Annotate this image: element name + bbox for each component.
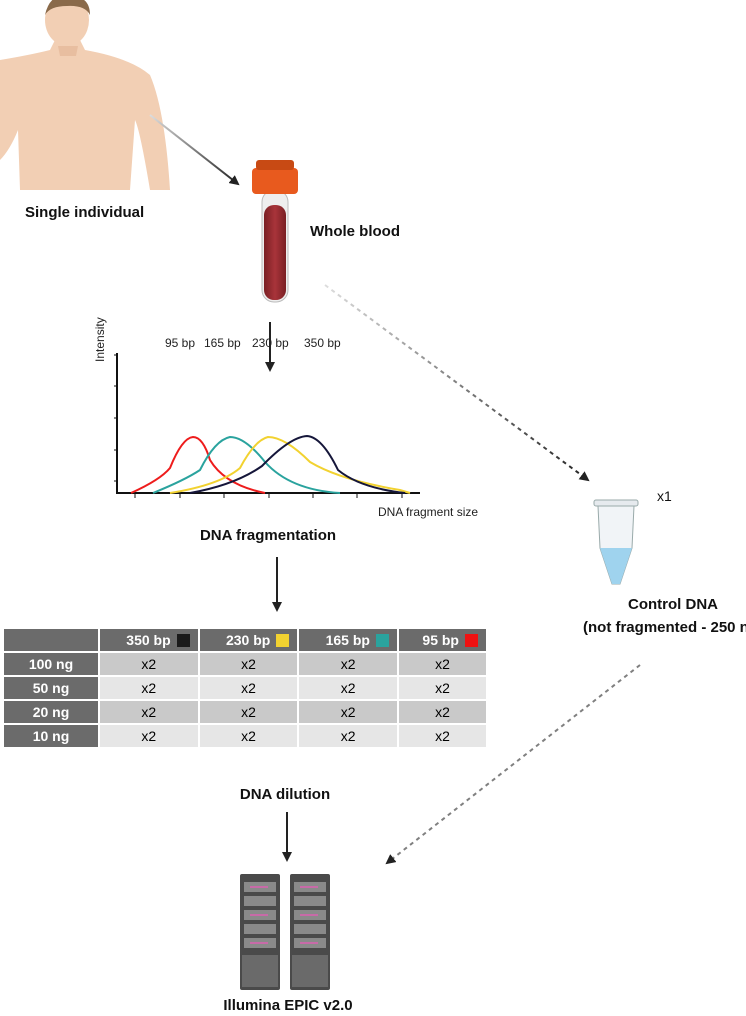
table-row: 50 ng x2 x2 x2 x2 <box>4 677 486 699</box>
table-cell: x2 <box>199 677 298 699</box>
color-swatch <box>465 634 478 647</box>
row-header: 100 ng <box>4 653 98 675</box>
column-header: 95 bp <box>398 629 486 651</box>
table-row: 10 ng x2 x2 x2 x2 <box>4 725 486 747</box>
table-cell: x2 <box>100 701 198 723</box>
series-label-95bp: 95 bp <box>165 336 195 350</box>
table-row: 100 ng x2 x2 x2 x2 <box>4 653 486 675</box>
series-165bp-curve <box>152 435 341 494</box>
sequencer-icon <box>240 874 330 990</box>
person-illustration <box>0 0 170 190</box>
table-cell: x2 <box>398 677 486 699</box>
table-cell: x2 <box>398 725 486 747</box>
individual-label: Single individual <box>25 204 145 221</box>
table-header-row: 350 bp 230 bp 165 bp 95 bp <box>4 629 486 651</box>
series-350bp-curve <box>189 434 406 494</box>
table-cell: x2 <box>299 677 397 699</box>
fragment-size-chart: 95 bp 165 bp 230 bp 350 bp Intensity DNA… <box>93 317 478 519</box>
dilution-label: DNA dilution <box>239 786 331 803</box>
series-label-230bp: 230 bp <box>252 336 289 350</box>
column-label: 230 bp <box>225 632 271 648</box>
platform-label: Illumina EPIC v2.0 <box>223 997 353 1014</box>
control-title: Control DNA <box>628 596 718 613</box>
table-cell: x2 <box>299 725 397 747</box>
row-header: 50 ng <box>4 677 98 699</box>
table-corner <box>4 629 98 651</box>
table-cell: x2 <box>299 653 397 675</box>
column-header: 230 bp <box>199 629 298 651</box>
control-count: x1 <box>657 488 672 504</box>
table-cell: x2 <box>299 701 397 723</box>
column-header: 165 bp <box>299 629 397 651</box>
table-cell: x2 <box>100 677 198 699</box>
row-header: 20 ng <box>4 701 98 723</box>
table-cell: x2 <box>199 725 298 747</box>
blood-label: Whole blood <box>310 223 400 240</box>
color-swatch <box>276 634 290 647</box>
table-cell: x2 <box>398 653 486 675</box>
column-label: 95 bp <box>422 632 459 648</box>
dilution-table: 350 bp 230 bp 165 bp 95 bp 100 ng x2 x2 … <box>2 627 488 749</box>
fragmentation-label: DNA fragmentation <box>199 527 337 544</box>
table-row: 20 ng x2 x2 x2 x2 <box>4 701 486 723</box>
table-cell: x2 <box>100 725 198 747</box>
table-cell: x2 <box>199 653 298 675</box>
dotted-arrow-to-platform <box>385 664 641 865</box>
arrow-to-blood <box>149 114 240 186</box>
color-swatch <box>375 634 389 647</box>
series-95bp-curve <box>130 435 266 494</box>
column-label: 165 bp <box>325 632 370 648</box>
series-230bp-curve <box>169 435 411 494</box>
blood-tube-icon <box>252 160 298 303</box>
table-cell: x2 <box>199 701 298 723</box>
eppendorf-tube-icon <box>593 499 639 585</box>
table-cell: x2 <box>398 701 486 723</box>
series-label-165bp: 165 bp <box>204 336 241 350</box>
x-axis-label: DNA fragment size <box>378 505 478 519</box>
row-header: 10 ng <box>4 725 98 747</box>
column-label: 350 bp <box>126 632 171 648</box>
table-cell: x2 <box>100 653 198 675</box>
column-header: 350 bp <box>100 629 198 651</box>
control-subtitle: (not fragmented - 250 ng) <box>582 619 746 636</box>
series-label-350bp: 350 bp <box>304 336 341 350</box>
y-axis-label: Intensity <box>93 317 107 362</box>
color-swatch <box>176 634 190 647</box>
dotted-arrow-to-control <box>324 284 590 482</box>
